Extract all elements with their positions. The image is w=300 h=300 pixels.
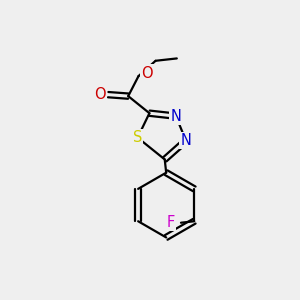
Text: O: O [94,87,106,102]
Text: N: N [170,109,181,124]
Text: F: F [167,215,175,230]
Text: N: N [181,133,191,148]
Text: O: O [141,66,153,81]
Text: S: S [133,130,142,145]
